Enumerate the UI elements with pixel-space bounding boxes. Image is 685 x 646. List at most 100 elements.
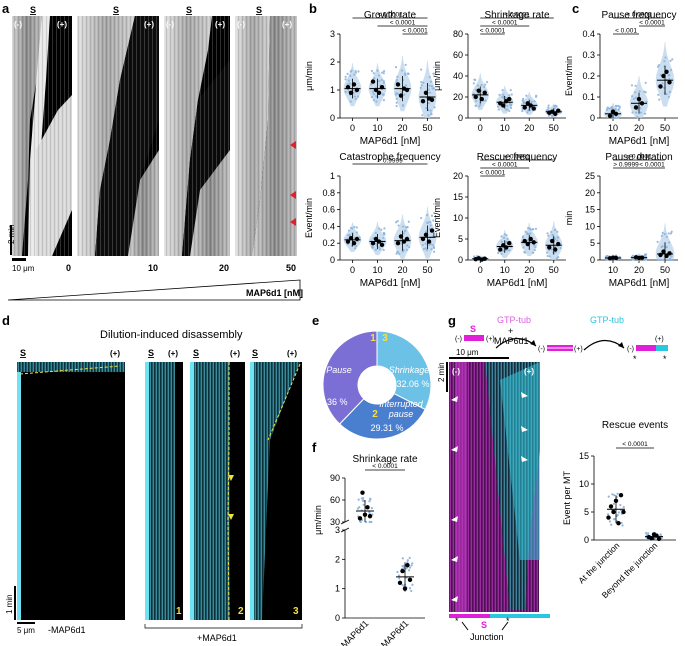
replicate-mean-point [370,79,376,84]
data-point [509,106,513,110]
data-point [643,258,646,261]
data-point [610,523,613,526]
condition-label: 50 [286,263,296,273]
data-point [630,84,634,87]
x-axis-label: MAP6d1 [nM] [609,136,670,147]
data-point [402,232,405,235]
y-tick-label: 0.4 [322,221,335,231]
p-value-label: < 0.0001 [626,12,652,19]
y-tick-label: 15 [579,451,589,461]
data-point [432,246,436,250]
seed-label: S [252,348,258,358]
plus-end-label: (+) [574,346,583,353]
data-point [370,520,373,524]
seed-label: S [113,5,119,15]
y-tick-label: 20 [453,92,463,102]
data-point [620,521,623,525]
y-tick-label: 0.2 [322,238,335,248]
y-tick-label: 0.8 [322,188,335,198]
data-point [380,78,383,82]
p-value-label: < 0.001 [615,28,637,35]
data-point [383,227,386,230]
data-point [362,497,365,500]
x-tick-label: 20 [397,265,407,275]
y-tick-label: 5 [584,507,589,517]
data-point [644,91,647,94]
replicate-mean-point [376,90,382,96]
data-point [406,559,409,562]
slice-value-label: 37.36 % [314,397,347,407]
data-point [406,72,410,75]
data-point [429,91,432,94]
condition-label: 0 [66,263,71,273]
y-axis-label: min [564,211,574,226]
y-tick-label: 0.1 [582,92,595,102]
data-point [372,99,376,102]
y-tick-label: 1 [330,171,335,181]
seed-label: S [148,348,154,358]
data-point [378,80,381,83]
data-point [355,226,358,229]
data-point [407,220,410,223]
replicate-mean-point [616,521,621,526]
data-point [668,77,671,81]
panel-d-title: Dilution-induced disassembly [100,329,243,341]
data-point [612,502,615,505]
y-tick-label: 15 [453,192,463,202]
seed-label: S [186,5,192,15]
data-point [410,589,413,593]
y-tick-label: 10 [585,221,595,231]
data-point [347,229,351,232]
condition-label: 20 [219,263,229,273]
x-tick-label: 10 [608,265,618,275]
data-point [354,71,357,74]
space-scale-label: 10 μm [456,348,479,357]
shrinkage-trace [19,365,121,375]
replicate-mean-point [649,536,654,541]
y-tick-label: 2 [330,57,335,67]
replicate-mean-point [608,504,614,509]
data-point [362,503,365,506]
data-point [427,243,430,246]
replicate-mean-point [661,249,666,254]
p-value-label: < 0.0001 [639,162,665,169]
y-tick-label: 10 [453,213,463,223]
data-point [374,248,377,251]
y-tick-label: 60 [330,495,340,505]
data-point [556,236,559,239]
chart-pause-frequency: Pause frequency 0 0.1 0.2 0.3 0.4 Event/min 10 2… [564,10,678,147]
data-point [382,80,386,83]
data-point [396,251,400,254]
x-tick-label: 20 [397,123,407,133]
data-point [382,99,386,102]
data-point [395,101,398,104]
data-point [522,246,525,249]
rescue-arrow-marker [451,556,458,562]
data-point [353,73,356,76]
data-point [369,498,372,501]
data-point [401,250,404,253]
gtp-tub-label: GTP-tub [497,315,531,325]
y-tick-label: 30 [330,517,340,527]
data-point [375,95,378,98]
replicate-mean-point [398,234,404,239]
replicate-mean-point [429,97,435,103]
data-point [661,231,664,235]
y-tick-label: 1 [330,85,335,95]
data-point [533,100,536,103]
p-value-label: < 0.0001 [622,441,648,448]
data-point [372,93,375,96]
x-tick-label: 20 [524,265,534,275]
data-point [425,106,428,110]
data-point [424,242,427,245]
chart-title: Catastrophe frequency [339,152,440,163]
chart-title: Rescue events [602,420,668,431]
data-point [506,249,509,252]
data-point [606,255,609,258]
y-axis-label: μm/min [432,61,442,91]
data-point [408,246,411,249]
data-point [614,108,617,111]
y-tick-label: 0 [330,255,335,265]
replicate-mean-point [379,85,385,90]
rescue-arrow-marker [521,426,528,432]
